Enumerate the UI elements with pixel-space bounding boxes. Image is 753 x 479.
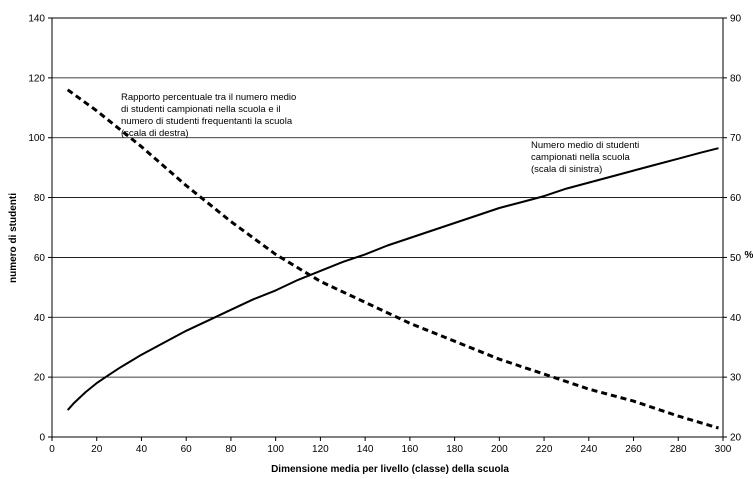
- y-tick-label: 120: [28, 73, 45, 84]
- y-tick-label: 100: [28, 133, 45, 144]
- x-tick-label: 80: [225, 444, 237, 455]
- y-tick-label: 140: [28, 14, 45, 25]
- y2-axis-title: %: [745, 250, 753, 261]
- x-axis-title: Dimensione media per livello (classe) de…: [271, 464, 509, 475]
- plot-frame: [51, 17, 724, 438]
- y2-tick-label: 70: [730, 133, 742, 144]
- x-tick-label: 40: [136, 444, 148, 455]
- x-tick-label: 180: [446, 444, 463, 455]
- x-tick-label: 120: [312, 444, 329, 455]
- series-line-ratio: [66, 88, 719, 430]
- y2-tick-label: 30: [730, 373, 742, 384]
- x-tick-label: 300: [715, 444, 732, 455]
- annotation-ratio-line: di studenti campionati nella scuola e il: [121, 104, 280, 115]
- x-tick-label: 200: [491, 444, 508, 455]
- series-line-students: [66, 147, 719, 411]
- x-tick-label: 160: [402, 444, 419, 455]
- annotation-ratio-line: numero di studenti frequentanti la scuol…: [121, 116, 293, 127]
- y2-tick-label: 40: [730, 313, 742, 324]
- x-tick-label: 240: [580, 444, 597, 455]
- y2-tick-label: 20: [730, 433, 742, 444]
- annotation-students: Numero medio di studenti campionati nell…: [531, 140, 642, 175]
- annotation-ratio: Rapporto percentuale tra il numero medio…: [121, 92, 299, 139]
- y-axis-title: numero di studenti: [8, 193, 19, 283]
- y2-axis-ticks: 20 30 40 50 60 70 80 90: [723, 14, 742, 444]
- x-tick-label: 100: [267, 444, 284, 455]
- x-tick-label: 280: [670, 444, 687, 455]
- annotation-ratio-line: Rapporto percentuale tra il numero medio: [121, 92, 296, 103]
- y2-tick-label: 90: [730, 14, 742, 25]
- grid-lines: [52, 17, 723, 378]
- y-tick-label: 80: [34, 193, 46, 204]
- y2-tick-label: 60: [730, 193, 742, 204]
- annotation-students-line: Numero medio di studenti: [531, 140, 639, 151]
- y-tick-label: 20: [34, 373, 46, 384]
- annotation-students-line: campionati nella scuola: [531, 152, 630, 163]
- y-tick-label: 0: [39, 433, 45, 444]
- annotation-students-line: (scala di sinistra): [531, 164, 602, 175]
- x-tick-label: 20: [91, 444, 103, 455]
- x-axis-ticks: 0 20 40 60 80 100 120 140 160 180 200 220 240 260 280 3…: [49, 437, 732, 455]
- x-tick-label: 140: [357, 444, 374, 455]
- x-tick-label: 260: [625, 444, 642, 455]
- annotation-ratio-line: (scala di destra): [121, 128, 189, 139]
- x-tick-label: 0: [49, 444, 55, 455]
- y-tick-label: 40: [34, 313, 46, 324]
- series-group: [66, 88, 719, 430]
- y-axis-ticks: 0 20 40 60 80 100 120 140: [28, 14, 52, 444]
- x-tick-label: 60: [181, 444, 193, 455]
- x-tick-label: 220: [536, 444, 553, 455]
- y2-tick-label: 50: [730, 253, 742, 264]
- y2-tick-label: 80: [730, 73, 742, 84]
- y-tick-label: 60: [34, 253, 46, 264]
